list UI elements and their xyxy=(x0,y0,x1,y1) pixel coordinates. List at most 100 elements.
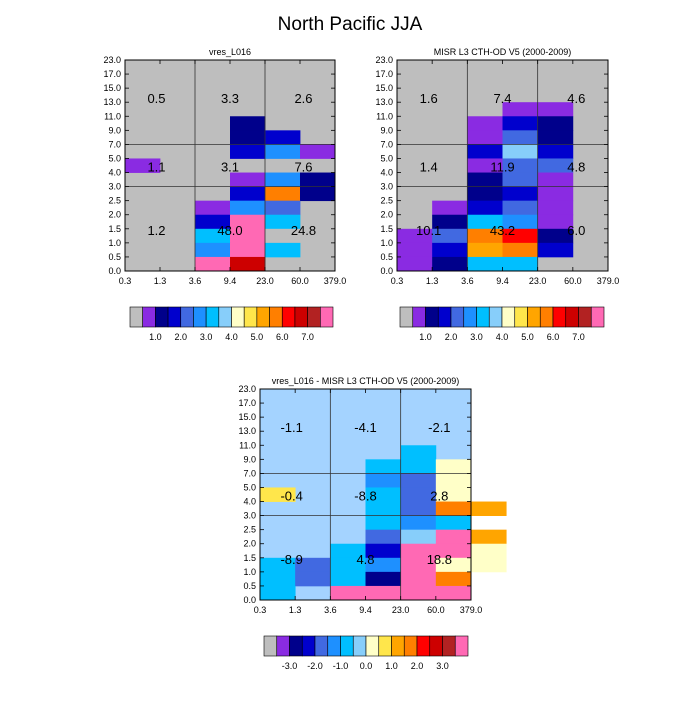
colorbar-label: 4.0 xyxy=(496,332,509,342)
heatmap-cell xyxy=(195,200,231,216)
heatmap-cell xyxy=(467,172,503,187)
heatmap-cell xyxy=(230,130,266,145)
colorbar-swatch xyxy=(416,635,431,657)
plot-title: vres_L016 xyxy=(209,47,251,57)
x-tick-label: 1.3 xyxy=(426,276,439,286)
heatmap-cell xyxy=(330,557,366,573)
heatmap-cell xyxy=(230,256,266,272)
y-tick-label: 17.0 xyxy=(375,69,393,79)
y-tick-label: 17.0 xyxy=(238,398,256,408)
heatmap-cell xyxy=(195,228,231,244)
colorbar-label: 5.0 xyxy=(521,332,534,342)
heatmap-cell xyxy=(537,186,574,202)
colorbar-swatch xyxy=(391,635,405,657)
colorbar-label: 2.0 xyxy=(411,661,424,671)
colorbar-label: -1.0 xyxy=(333,661,349,671)
colorbar-swatch xyxy=(327,635,341,657)
colorbar-swatch xyxy=(340,635,354,657)
colorbar-swatch xyxy=(399,306,414,328)
heatmap-cell xyxy=(435,473,472,488)
heatmap-cell xyxy=(471,543,507,559)
heatmap-cell xyxy=(435,529,472,545)
x-tick-label: 3.6 xyxy=(461,276,474,286)
heatmap-cell xyxy=(400,473,437,488)
heatmap-cell xyxy=(365,459,402,474)
cell-group-annotation: 18.8 xyxy=(427,552,452,567)
colorbar-cb1: 1.0 2.0 3.0 4.0 5.0 6.0 7.0 xyxy=(129,306,334,342)
colorbar-label: -3.0 xyxy=(282,661,298,671)
colorbar-label: 1.0 xyxy=(149,332,162,342)
colorbar-swatch xyxy=(429,635,443,657)
y-tick-label: 1.0 xyxy=(108,238,121,248)
heatmap-cell xyxy=(537,130,574,145)
y-tick-label: 15.0 xyxy=(375,83,393,93)
heatmap-cell xyxy=(502,102,539,117)
y-tick-label: 17.0 xyxy=(103,69,121,79)
heatmap-cell xyxy=(435,585,472,601)
colorbar-swatch xyxy=(590,306,605,328)
x-tick-label: 0.3 xyxy=(391,276,404,286)
x-tick-label: 23.0 xyxy=(256,276,274,286)
heatmap-cell xyxy=(435,515,472,531)
colorbar-swatch xyxy=(301,635,316,657)
heatmap-cell xyxy=(467,214,503,230)
heatmap-cell xyxy=(467,186,503,202)
heatmap-cell xyxy=(502,214,539,230)
colorbar-swatch xyxy=(263,635,278,657)
heatmap-cell xyxy=(260,487,296,502)
cell-group-annotation: 4.8 xyxy=(567,160,585,175)
colorbar-label: 3.0 xyxy=(470,332,483,342)
heatmap-cell xyxy=(432,256,468,272)
heatmap-cell xyxy=(537,144,574,159)
y-tick-label: 0.5 xyxy=(108,252,121,262)
heatmap-cell xyxy=(537,214,574,230)
y-tick-label: 13.0 xyxy=(103,97,121,107)
y-tick-label: 4.0 xyxy=(380,168,393,178)
colorbar-label: 7.0 xyxy=(301,332,314,342)
y-tick-label: 1.0 xyxy=(243,567,256,577)
y-tick-label: 23.0 xyxy=(103,55,121,65)
colorbar-swatch xyxy=(276,635,290,657)
heatmap-cell xyxy=(230,144,266,159)
heatmap-cell xyxy=(365,487,402,502)
colorbar-label: 4.0 xyxy=(225,332,238,342)
plot-p3: 0.3 1.3 3.6 9.4 23.0 60.0 379.0 0.0 0.5 1.0 1.5 2.0… xyxy=(238,376,507,615)
y-tick-label: 7.0 xyxy=(108,139,121,149)
colorbar-swatch xyxy=(243,306,258,328)
heatmap-cell xyxy=(435,459,472,474)
heatmap-cell xyxy=(230,242,266,258)
colorbar-swatch xyxy=(463,306,477,328)
colorbar-swatch xyxy=(527,306,541,328)
heatmap-cell xyxy=(467,256,503,272)
y-tick-label: 0.5 xyxy=(380,252,393,262)
heatmap-cell xyxy=(365,501,402,516)
heatmap-cell xyxy=(471,501,507,516)
y-tick-label: 0.0 xyxy=(243,595,256,605)
heatmap-cell xyxy=(265,144,301,159)
cell-group-annotation: 1.1 xyxy=(147,160,165,175)
x-tick-label: 379.0 xyxy=(597,276,620,286)
heatmap-cell xyxy=(435,543,472,559)
colorbar-swatch xyxy=(403,635,418,657)
colorbar-swatch xyxy=(218,306,232,328)
y-tick-label: 2.0 xyxy=(108,210,121,220)
heatmap-cell xyxy=(537,158,574,173)
cell-group-annotation: 7.6 xyxy=(294,160,312,175)
cell-group-annotation: 1.6 xyxy=(420,91,438,106)
y-tick-label: 5.0 xyxy=(243,482,256,492)
heatmap-cell xyxy=(365,515,402,531)
y-tick-label: 1.5 xyxy=(380,224,393,234)
heatmap-cell xyxy=(537,116,574,131)
y-tick-label: 13.0 xyxy=(238,426,256,436)
colorbar-label: 3.0 xyxy=(436,661,449,671)
heatmap-cell xyxy=(502,228,539,244)
heatmap-cell xyxy=(467,116,503,131)
y-tick-label: 3.0 xyxy=(380,182,393,192)
cell-group-annotation: -8.8 xyxy=(354,489,376,504)
y-tick-label: 4.0 xyxy=(108,168,121,178)
heatmap-cell xyxy=(265,130,301,145)
y-tick-label: 23.0 xyxy=(375,55,393,65)
colorbar-swatch xyxy=(352,635,367,657)
